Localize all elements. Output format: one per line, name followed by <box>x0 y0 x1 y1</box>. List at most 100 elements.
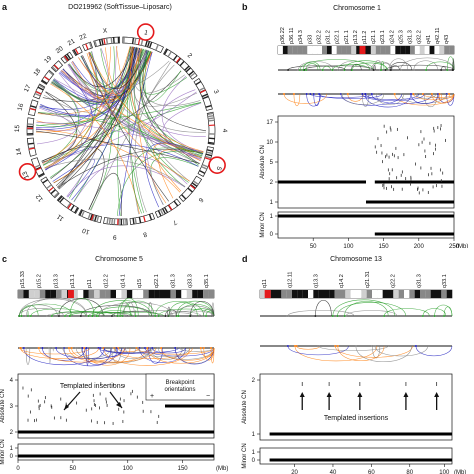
ideogram-band <box>366 46 371 54</box>
absolute-cn-box <box>277 115 455 209</box>
sv-link <box>38 112 199 166</box>
minor-cn-axis-label: Minor CN <box>242 443 248 468</box>
sv-link <box>116 46 142 91</box>
sv-link <box>36 102 202 126</box>
sv-track-lower-arc <box>310 93 373 98</box>
abs-cn-mark <box>130 392 132 396</box>
abs-cn-mark <box>435 143 436 147</box>
band-chr-3 <box>198 87 205 92</box>
sv-track-upper-breakpoint <box>372 69 375 71</box>
band-label: p15.2 <box>37 274 43 288</box>
ideogram-band <box>181 290 187 298</box>
ideogram-band <box>388 290 394 298</box>
band-chr-1 <box>131 37 135 44</box>
abs-cn-mark <box>424 149 426 153</box>
sv-track-lower-breakpoint <box>414 93 417 95</box>
band-chr-4 <box>207 112 214 116</box>
ideogram-band <box>282 46 288 54</box>
chromosome-label-8: 8 <box>142 230 148 238</box>
abs-cn-mark <box>396 176 398 180</box>
sv-link <box>61 50 149 97</box>
sv-track-upper-arc <box>287 310 355 317</box>
sv-link <box>42 46 131 164</box>
ideogram-band <box>192 290 198 298</box>
sv-track-upper-arc <box>322 66 331 71</box>
sv-track-lower-arc <box>347 93 364 102</box>
sv-track-lower-breakpoint <box>143 347 146 349</box>
annotation-arrowhead <box>116 402 122 408</box>
sv-track-upper-arc <box>337 302 406 317</box>
ideogram-band <box>121 290 127 298</box>
centromere-chr-12 <box>48 186 54 192</box>
sv-link <box>139 50 203 156</box>
sv-track-lower-breakpoint <box>361 93 364 95</box>
abs-cn-mark <box>131 389 133 393</box>
x-unit-label: (Mb) <box>456 244 468 248</box>
chromosome-label-14: 14 <box>15 147 23 156</box>
sv-track-lower-arc <box>296 345 320 350</box>
minor-cn-axis-label: Minor CN <box>260 212 266 237</box>
chromosome-label-22: 22 <box>78 32 88 41</box>
abs-cn-mark <box>93 403 95 407</box>
band-chr-2 <box>189 72 196 78</box>
band-chr-9 <box>108 218 111 225</box>
ideogram-band <box>39 290 46 298</box>
ideogram-band <box>345 290 351 298</box>
abs-cn-mark <box>60 416 62 420</box>
abs-cn-mark <box>382 160 383 164</box>
band-chr-1 <box>144 40 148 47</box>
ideogram-band <box>424 46 430 54</box>
band-label: p13.2 <box>353 30 359 44</box>
band-chr-3 <box>201 93 208 98</box>
abs-cn-mark <box>431 172 433 176</box>
sv-track-upper-arc <box>332 299 396 317</box>
abs-cn-mark <box>142 400 144 404</box>
abs-cn-mark <box>383 186 385 190</box>
x-tick-label: 100 <box>123 466 134 472</box>
sv-track-upper-breakpoint <box>91 315 94 317</box>
abs-cn-mark <box>35 418 37 422</box>
ideogram-band <box>116 290 122 298</box>
band-chr-13 <box>34 164 41 169</box>
ideogram-band <box>61 290 67 298</box>
sv-track-lower-breakpoint <box>448 93 451 95</box>
sv-track-upper-breakpoint <box>440 69 443 71</box>
sv-track-upper-breakpoint <box>412 69 415 71</box>
sv-track-lower-breakpoint <box>336 345 339 347</box>
sv-link <box>80 46 131 89</box>
highlight-circle-chr-1 <box>136 23 155 41</box>
sv-link <box>62 50 148 98</box>
sv-track-lower-breakpoint <box>334 345 337 347</box>
abs-cn-mark <box>34 419 35 423</box>
sv-track-lower-breakpoint <box>135 347 138 349</box>
sv-track-upper-breakpoint <box>210 315 213 317</box>
ideogram-band <box>297 290 303 298</box>
chromosome-label-16: 16 <box>17 102 26 111</box>
ideogram-band <box>302 290 308 298</box>
sv-track-lower-breakpoint <box>414 345 417 347</box>
sv-track-upper-breakpoint <box>388 69 391 71</box>
abs-cn-mark <box>386 153 388 157</box>
minor-cn-tick-label: 1 <box>270 214 274 220</box>
abs-cn-mark <box>397 156 399 160</box>
sv-track-lower-arc <box>19 347 91 355</box>
abs-cn-mark <box>301 382 303 386</box>
band-label: q33.3 <box>187 274 193 288</box>
sv-link <box>88 172 122 217</box>
centromere-chr-16 <box>29 107 36 111</box>
band-chr-5 <box>199 170 206 174</box>
abs-cn-mark <box>401 170 403 174</box>
sv-track-upper-breakpoint <box>321 69 324 71</box>
band-chr-10 <box>79 209 83 216</box>
abs-cn-mark <box>105 397 107 401</box>
sv-track-upper-breakpoint <box>95 315 98 317</box>
sv-track-lower-arc <box>20 347 99 359</box>
sv-track-upper-arc <box>287 65 346 71</box>
panel-b: b Chromosome 1 p36.22 p36.11 p34.3 p33 p32.2… <box>240 0 474 248</box>
sv-track-upper-breakpoint <box>399 69 402 71</box>
sv-track-upper-breakpoint <box>122 315 125 317</box>
band-chr-10 <box>94 215 98 222</box>
sv-track-lower-breakpoint <box>292 93 295 95</box>
